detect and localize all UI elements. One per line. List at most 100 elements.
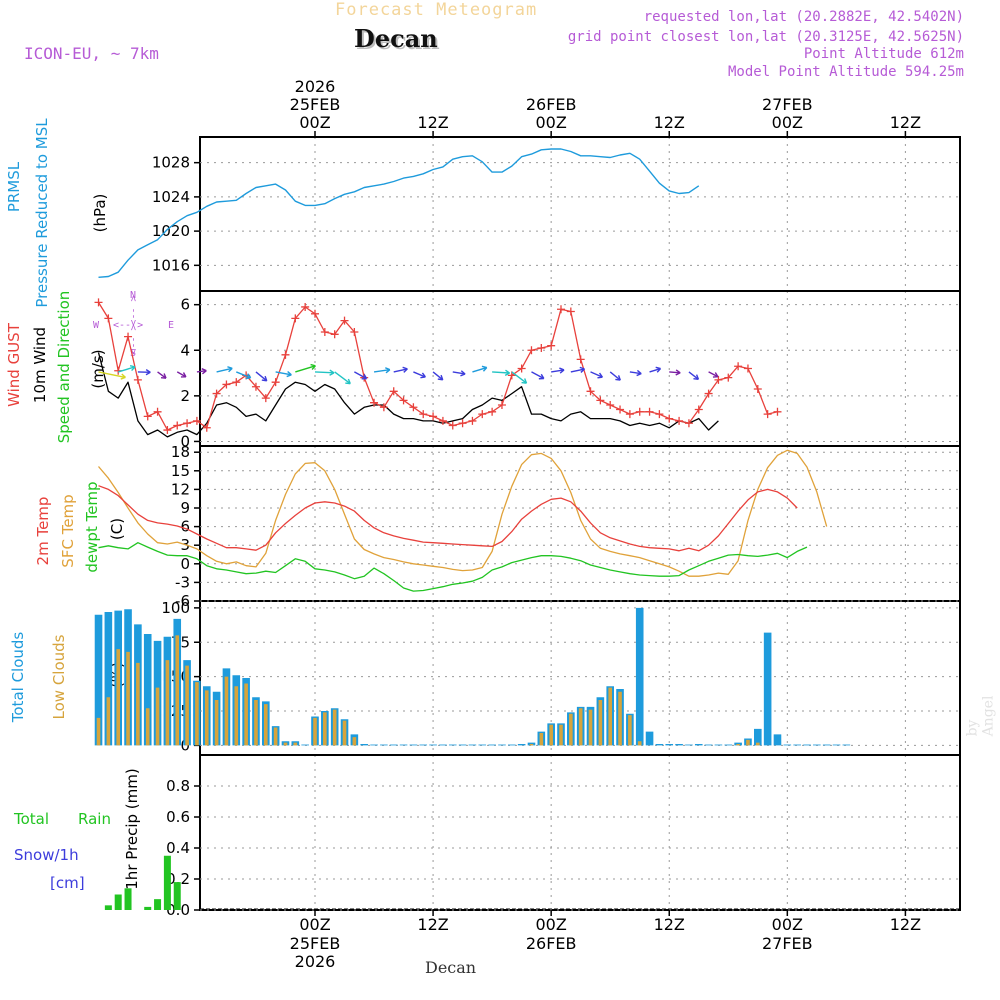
gust-marker bbox=[320, 328, 329, 337]
temp-2m-line bbox=[98, 485, 798, 552]
y-tick-label: -6 bbox=[175, 592, 190, 610]
bottom-date-label: 26FEB bbox=[526, 934, 577, 953]
gust-marker bbox=[655, 410, 664, 419]
low-cloud-bar bbox=[136, 662, 140, 746]
low-cloud-bar bbox=[313, 717, 317, 746]
bottom-time-label: 12Z bbox=[417, 915, 448, 934]
wind-arrow-head bbox=[145, 369, 151, 376]
gust-marker bbox=[635, 407, 644, 416]
wind-arrow-head bbox=[579, 366, 586, 373]
wind-arrow-head bbox=[385, 367, 391, 374]
model-label: ICON-EU, ~ 7km bbox=[24, 44, 159, 63]
rain-bar bbox=[114, 894, 122, 910]
wind-arrow bbox=[137, 369, 151, 376]
total-cloud-bar bbox=[458, 744, 467, 746]
total-cloud-bar bbox=[439, 744, 447, 746]
wind-10m-line bbox=[97, 352, 719, 438]
gust-marker bbox=[753, 385, 762, 394]
total-cloud-bar bbox=[665, 744, 674, 746]
wind-arrow-head bbox=[675, 369, 681, 376]
gust-marker bbox=[153, 407, 162, 416]
y-tick-label: -3 bbox=[175, 573, 190, 591]
wind-arrow-shaft bbox=[157, 371, 167, 379]
low-cloud-bar bbox=[628, 715, 632, 746]
low-cloud-bar bbox=[185, 665, 189, 746]
gust-marker bbox=[478, 410, 487, 419]
low-cloud-bar bbox=[352, 737, 357, 746]
wind-arrow-head bbox=[245, 373, 252, 380]
wind-arrow-head bbox=[615, 375, 621, 381]
low-cloud-bar bbox=[578, 708, 583, 746]
low-cloud-bar bbox=[618, 691, 622, 746]
gust-marker bbox=[251, 382, 260, 391]
wind-arrow-head bbox=[504, 369, 510, 376]
precip-rain-label: Rain bbox=[78, 810, 111, 828]
wind-arrow bbox=[334, 371, 351, 385]
wind-arrow-head bbox=[693, 374, 700, 380]
top-time-label: 00Z bbox=[772, 113, 803, 132]
y-tick-label: 0.8 bbox=[166, 777, 190, 795]
wind-arrow-shaft bbox=[649, 367, 661, 373]
wind-arrow bbox=[531, 371, 545, 380]
wind-arrow-head bbox=[361, 373, 368, 380]
gust-marker bbox=[547, 341, 556, 350]
gust-marker bbox=[763, 410, 772, 419]
wind-arrow-head bbox=[227, 366, 233, 373]
wind-arrow-shaft bbox=[531, 371, 545, 380]
gust-marker bbox=[232, 378, 241, 387]
y-tick-label: 1028 bbox=[152, 154, 190, 172]
gust-marker bbox=[438, 416, 447, 425]
wind-arrow bbox=[373, 367, 391, 374]
gust-marker bbox=[586, 387, 595, 396]
wind-arrow-shaft bbox=[255, 371, 268, 382]
gust-marker bbox=[773, 407, 782, 416]
low-cloud-bar bbox=[598, 700, 603, 746]
wind-arrow-shaft bbox=[669, 371, 681, 374]
wind-arrow bbox=[629, 369, 642, 377]
wind-arrow-shaft bbox=[570, 368, 585, 373]
wind-arrow-head bbox=[559, 367, 565, 374]
bottom-time-label: 12Z bbox=[654, 915, 685, 934]
wind-arrow bbox=[157, 371, 167, 379]
wind-arrow-head bbox=[129, 364, 136, 372]
wind-arrow-head bbox=[460, 370, 466, 377]
wind-arrow bbox=[295, 363, 316, 373]
gust-marker bbox=[734, 362, 743, 371]
gust-marker bbox=[557, 305, 565, 314]
total-cloud-bar bbox=[380, 744, 388, 746]
wind-arrow bbox=[669, 369, 681, 376]
wind-arrow-shaft bbox=[334, 371, 351, 385]
low-cloud-bar bbox=[332, 709, 337, 746]
y-tick-label: 0.4 bbox=[166, 839, 190, 857]
gust-marker bbox=[163, 426, 172, 435]
gust-marker bbox=[271, 378, 280, 387]
gust-marker bbox=[311, 309, 319, 318]
wind-arrow-shaft bbox=[216, 367, 233, 373]
gust-marker bbox=[448, 421, 457, 430]
precip-snow-label: Snow/1h bbox=[14, 846, 79, 864]
rain-bar bbox=[144, 906, 152, 910]
model-altitude: Model Point Altitude 594.25m bbox=[727, 64, 964, 80]
chart-title: Forecast Meteogram bbox=[335, 0, 538, 20]
gust-marker bbox=[714, 375, 723, 384]
wind-arrow bbox=[511, 371, 528, 384]
rain-bar bbox=[173, 882, 181, 910]
wind-arrow-shaft bbox=[708, 371, 719, 378]
low-cloud-bar bbox=[126, 651, 130, 746]
gust-marker bbox=[704, 389, 713, 398]
total-cloud-bar bbox=[714, 744, 723, 746]
wind-arrow bbox=[314, 369, 335, 376]
wind-arrow-shaft bbox=[196, 370, 207, 373]
gust-marker bbox=[419, 410, 428, 419]
low-cloud-bar bbox=[549, 724, 553, 746]
wind-arrow-shaft bbox=[117, 366, 136, 373]
gust-marker bbox=[183, 419, 192, 428]
total-cloud-bar bbox=[419, 744, 428, 746]
total-cloud-bar bbox=[360, 744, 368, 746]
wind-arrow bbox=[492, 369, 510, 376]
total-cloud-bar bbox=[724, 744, 733, 746]
gust-marker bbox=[743, 364, 752, 373]
compass-south: S bbox=[130, 348, 137, 359]
y-tick-label: 1016 bbox=[152, 256, 190, 274]
gust-marker bbox=[399, 396, 408, 405]
